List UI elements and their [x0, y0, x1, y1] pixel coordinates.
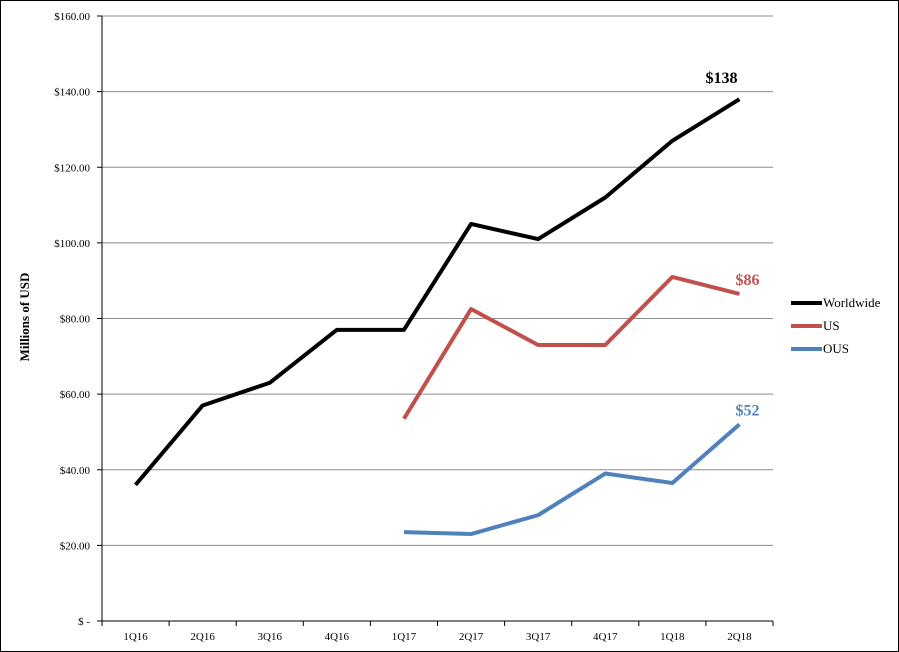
x-tick-label: 1Q17 — [392, 631, 417, 643]
y-tick-label: $20.00 — [60, 540, 91, 552]
y-tick-label: $160.00 — [54, 11, 90, 23]
legend-label: US — [823, 318, 840, 333]
series-line-ous — [403, 422, 741, 537]
end-labels: $138 $86 $52 — [705, 70, 759, 419]
y-tick-label: $80.00 — [60, 314, 91, 326]
y-tick-label: $ - — [78, 616, 90, 628]
y-tick-label: $60.00 — [60, 389, 91, 401]
legend-label: Worldwide — [823, 295, 881, 310]
x-tick-label: 2Q18 — [727, 631, 752, 643]
gridlines — [102, 15, 773, 546]
y-tick-label: $140.00 — [54, 87, 90, 99]
y-tick-label: $40.00 — [60, 465, 91, 477]
x-tick-label: 1Q18 — [660, 631, 685, 643]
x-tick-label: 3Q17 — [526, 631, 551, 643]
series-line-us — [402, 274, 740, 420]
legend-label: OUS — [823, 341, 849, 356]
x-tick-label: 1Q16 — [123, 631, 148, 643]
y-tick-label: $120.00 — [54, 162, 90, 174]
x-tick-label: 2Q16 — [190, 631, 215, 643]
y-tick-label: $100.00 — [54, 238, 90, 250]
x-tick-label: 2Q17 — [459, 631, 484, 643]
end-label-ous: $52 — [735, 402, 759, 419]
series-line-worldwide — [134, 97, 741, 487]
end-label-worldwide: $138 — [705, 70, 737, 87]
x-tick-labels: 1Q16 2Q16 3Q16 4Q16 1Q17 2Q17 3Q17 4Q17 1Q18 2Q18 — [123, 631, 752, 643]
x-tick-label: 4Q17 — [593, 631, 618, 643]
y-axis-title: Millions of USD — [17, 273, 32, 362]
end-label-us: $86 — [735, 272, 759, 289]
x-tick-label: 4Q16 — [325, 631, 350, 643]
legend: Worldwide US OUS — [791, 295, 881, 356]
series-lines — [134, 97, 741, 537]
y-tick-labels: $ - $20.00 $40.00 $60.00 $80.00 $100.00 $120.0… — [54, 11, 90, 628]
x-tick-label: 3Q16 — [258, 631, 283, 643]
axes — [97, 15, 774, 626]
